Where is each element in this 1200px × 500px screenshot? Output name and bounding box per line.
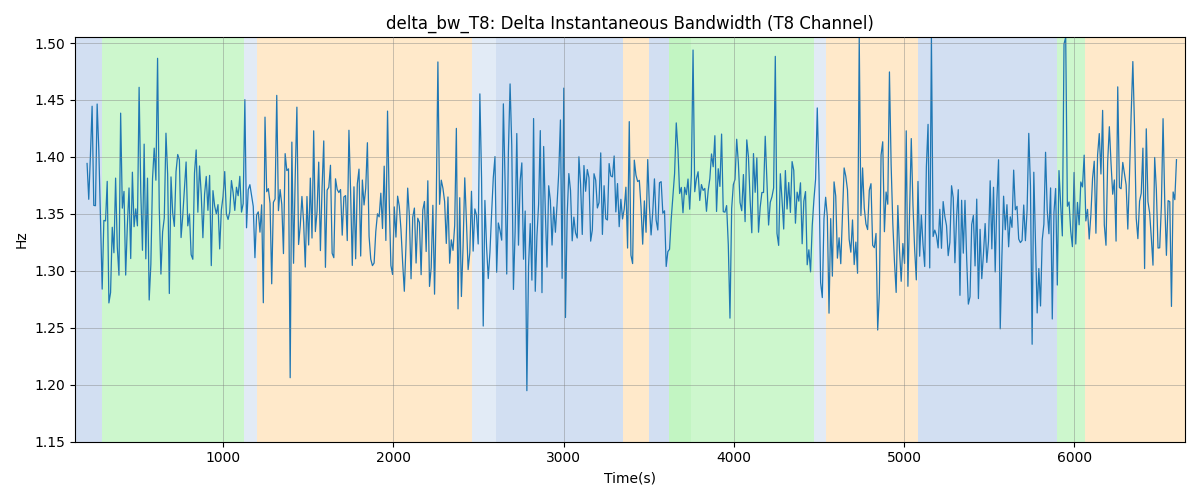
- Bar: [257, 38, 472, 442]
- Bar: [670, 38, 691, 442]
- X-axis label: Time(s): Time(s): [604, 471, 656, 485]
- Bar: [691, 38, 814, 442]
- Bar: [1057, 38, 1085, 442]
- Bar: [244, 38, 257, 442]
- Bar: [1085, 38, 1186, 442]
- Bar: [814, 38, 826, 442]
- Bar: [826, 38, 918, 442]
- Title: delta_bw_T8: Delta Instantaneous Bandwidth (T8 Channel): delta_bw_T8: Delta Instantaneous Bandwid…: [386, 15, 874, 34]
- Bar: [496, 38, 623, 442]
- Bar: [649, 38, 670, 442]
- Bar: [623, 38, 649, 442]
- Bar: [102, 38, 244, 442]
- Bar: [472, 38, 496, 442]
- Bar: [76, 38, 102, 442]
- Y-axis label: Hz: Hz: [14, 230, 29, 248]
- Bar: [918, 38, 1057, 442]
